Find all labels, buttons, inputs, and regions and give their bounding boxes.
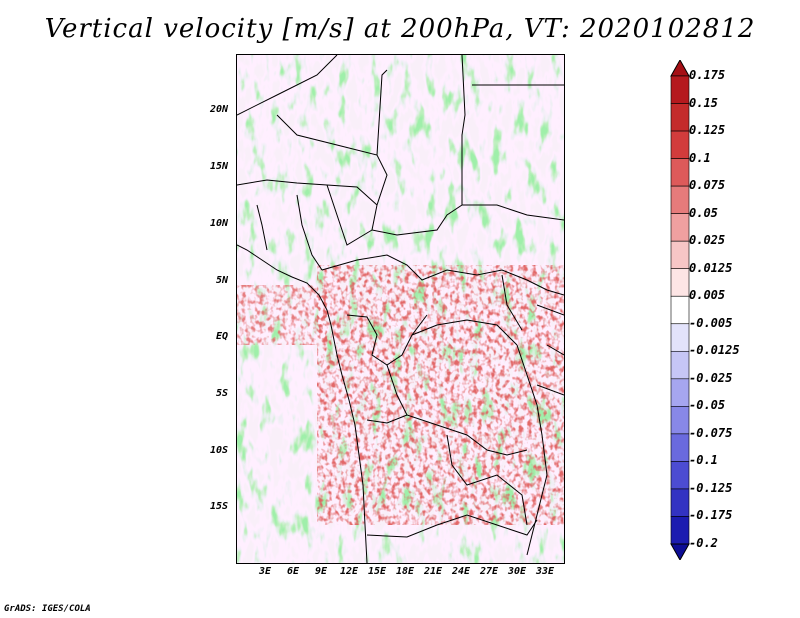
colorbar-swatch — [670, 185, 690, 214]
lon-label-21e: 21E — [423, 566, 443, 577]
lat-label-eq: EQ — [215, 331, 228, 342]
colorbar-tick-label: -0.0125 — [689, 343, 740, 358]
colorbar-tick-label: 0.075 — [689, 178, 726, 193]
colorbar-swatch — [670, 378, 690, 407]
colorbar-swatch — [670, 240, 690, 270]
lat-label-5s: 5S — [215, 388, 228, 399]
lat-label-10n: 10N — [209, 218, 228, 229]
colorbar-tick-label: -0.1 — [689, 453, 718, 468]
country-borders — [237, 55, 564, 563]
lon-label-33e: 33E — [535, 566, 555, 577]
colorbar-swatch — [670, 75, 690, 104]
vertical-velocity-map — [237, 55, 564, 563]
colorbar — [670, 60, 690, 560]
lat-label-15s: 15S — [209, 501, 228, 512]
colorbar-tick-label: 0.15 — [689, 95, 718, 110]
colorbar-tick-label: 0.05 — [689, 205, 718, 220]
colorbar-swatch — [670, 213, 690, 242]
lon-label-30e: 30E — [507, 566, 527, 577]
colorbar-swatch — [670, 433, 690, 462]
colorbar-tick-label: 0.0125 — [689, 260, 733, 275]
colorbar-tick-label: 0.025 — [689, 233, 726, 248]
colorbar-tick-label: 0.005 — [689, 288, 726, 303]
colorbar-tick-label: -0.05 — [689, 398, 726, 413]
lat-label-15n: 15N — [209, 161, 228, 172]
colorbar-tick-label: -0.025 — [689, 370, 733, 385]
lon-label-18e: 18E — [395, 566, 415, 577]
lon-label-9e: 9E — [314, 566, 328, 577]
colorbar-tick-label: 0.175 — [689, 68, 726, 82]
lat-label-10s: 10S — [209, 445, 228, 456]
colorbar-swatch — [670, 130, 690, 159]
colorbar-swatch — [670, 516, 690, 545]
colorbar-swatch — [670, 103, 690, 132]
lon-label-15e: 15E — [367, 566, 387, 577]
colorbar-swatch — [670, 461, 690, 490]
colorbar-tick-label: -0.005 — [689, 315, 733, 330]
lon-label-12e: 12E — [339, 566, 359, 577]
colorbar-bottom-arrow — [670, 543, 690, 560]
colorbar-tick-label: 0.1 — [689, 150, 711, 165]
lat-label-5n: 5N — [215, 275, 228, 286]
plot-title: Vertical velocity [m/s] at 200hPa, VT: 2… — [44, 14, 756, 44]
colorbar-swatch — [670, 323, 690, 352]
colorbar-swatch — [670, 158, 690, 187]
colorbar-tick-label: 0.125 — [689, 123, 726, 138]
colorbar-swatch — [670, 406, 690, 435]
colorbar-top-arrow — [670, 60, 690, 77]
colorbar-tick-label: -0.075 — [689, 425, 733, 440]
colorbar-swatch — [670, 268, 690, 297]
colorbar-swatch — [670, 295, 690, 325]
lon-label-27e: 27E — [479, 566, 499, 577]
colorbar-tick-label: -0.125 — [689, 480, 733, 495]
lon-label-3e: 3E — [258, 566, 272, 577]
lon-label-24e: 24E — [451, 566, 471, 577]
lon-label-6e: 6E — [286, 566, 300, 577]
convective-updraft-region — [317, 265, 564, 525]
west-updraft-region — [237, 285, 327, 345]
colorbar-tick-label: -0.175 — [689, 508, 733, 523]
colorbar-swatch — [670, 350, 690, 380]
map-panel — [236, 54, 565, 564]
lat-label-20n: 20N — [209, 104, 228, 115]
grads-credit: GrADS: IGES/COLA — [4, 604, 91, 614]
colorbar-swatch — [670, 488, 690, 517]
colorbar-tick-label: -0.2 — [689, 536, 718, 550]
